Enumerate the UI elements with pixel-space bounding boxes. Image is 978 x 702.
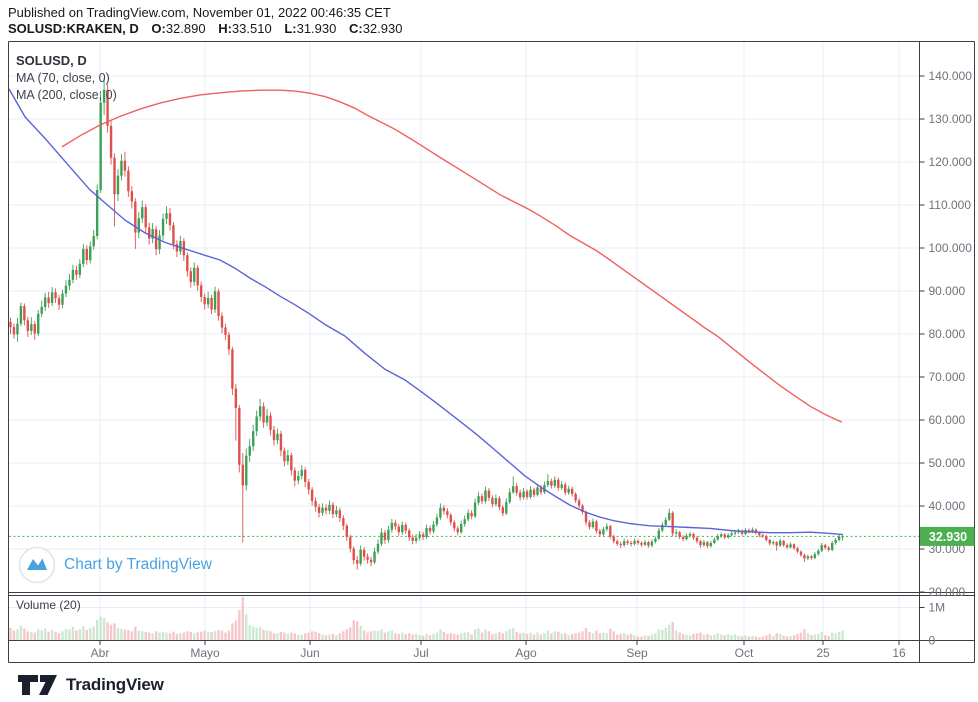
svg-text:16: 16 — [892, 646, 906, 660]
volume-indicator-label[interactable]: Volume (20) — [16, 598, 81, 612]
ohlc-close: C:32.930 — [348, 21, 403, 36]
svg-text:Abr: Abr — [91, 646, 110, 660]
svg-text:80.000: 80.000 — [929, 327, 966, 341]
svg-text:Sep: Sep — [626, 646, 648, 660]
legend-ma70[interactable]: MA (70, close, 0) — [16, 70, 110, 85]
svg-text:25: 25 — [816, 646, 830, 660]
brand-label: TradingView — [66, 675, 164, 694]
svg-text:110.000: 110.000 — [929, 198, 972, 212]
tradingview-watermark-icon — [18, 546, 56, 584]
svg-text:100.000: 100.000 — [929, 241, 973, 255]
svg-text:Ago: Ago — [515, 646, 537, 660]
tradingview-brand[interactable]: TradingView — [18, 673, 164, 697]
ma200-line — [61, 89, 843, 423]
symbol-ohlc-line: SOLUSD:KRAKEN, D O:32.890 H:33.510 L:31.… — [8, 21, 402, 36]
tradingview-watermark[interactable]: Chart by TradingView — [18, 546, 212, 584]
ma70-line — [8, 88, 843, 536]
axis-labels-layer: 140.000 130.000 120.000 110.000 100.000 90.00… — [91, 69, 975, 660]
published-line: Published on TradingView.com, November 0… — [8, 5, 391, 20]
svg-text:Jul: Jul — [413, 646, 428, 660]
candles-layer — [9, 77, 844, 570]
svg-text:Oct: Oct — [735, 646, 754, 660]
price-pane-plot-area[interactable] — [9, 42, 920, 593]
symbol-title: SOLUSD:KRAKEN, D — [8, 21, 139, 36]
chart-frame — [8, 41, 975, 663]
svg-text:0: 0 — [929, 634, 936, 648]
ohlc-low: L:31.930 — [284, 21, 337, 36]
svg-text:Jun: Jun — [300, 646, 319, 660]
svg-text:130.000: 130.000 — [929, 112, 973, 126]
svg-text:Mayo: Mayo — [190, 646, 220, 660]
svg-text:140.000: 140.000 — [929, 69, 973, 83]
svg-text:20.000: 20.000 — [929, 585, 966, 599]
svg-text:50.000: 50.000 — [929, 456, 966, 470]
svg-text:60.000: 60.000 — [929, 413, 966, 427]
svg-text:120.000: 120.000 — [929, 155, 973, 169]
tradingview-logo-icon — [18, 675, 57, 695]
svg-text:90.000: 90.000 — [929, 284, 966, 298]
svg-text:40.000: 40.000 — [929, 499, 966, 513]
last-price-badge — [920, 526, 975, 546]
chart-legend: SOLUSD, D MA (70, close, 0) MA (200, clo… — [16, 52, 117, 105]
time-axis[interactable] — [9, 641, 975, 663]
ohlc-open: O:32.890 — [151, 21, 206, 36]
watermark-label: Chart by TradingView — [64, 556, 212, 573]
volume-bars-layer — [9, 596, 844, 641]
volume-pane-plot-area[interactable] — [9, 596, 920, 641]
svg-text:1M: 1M — [929, 601, 946, 615]
legend-ma200[interactable]: MA (200, close, 0) — [16, 88, 117, 102]
moving-averages-layer — [8, 88, 843, 536]
last-price-badge-value: 32.930 — [929, 530, 967, 544]
ohlc-high: H:33.510 — [218, 21, 272, 36]
svg-text:70.000: 70.000 — [929, 370, 966, 384]
legend-symbol[interactable]: SOLUSD, D — [16, 53, 87, 68]
price-axis[interactable] — [920, 42, 975, 663]
